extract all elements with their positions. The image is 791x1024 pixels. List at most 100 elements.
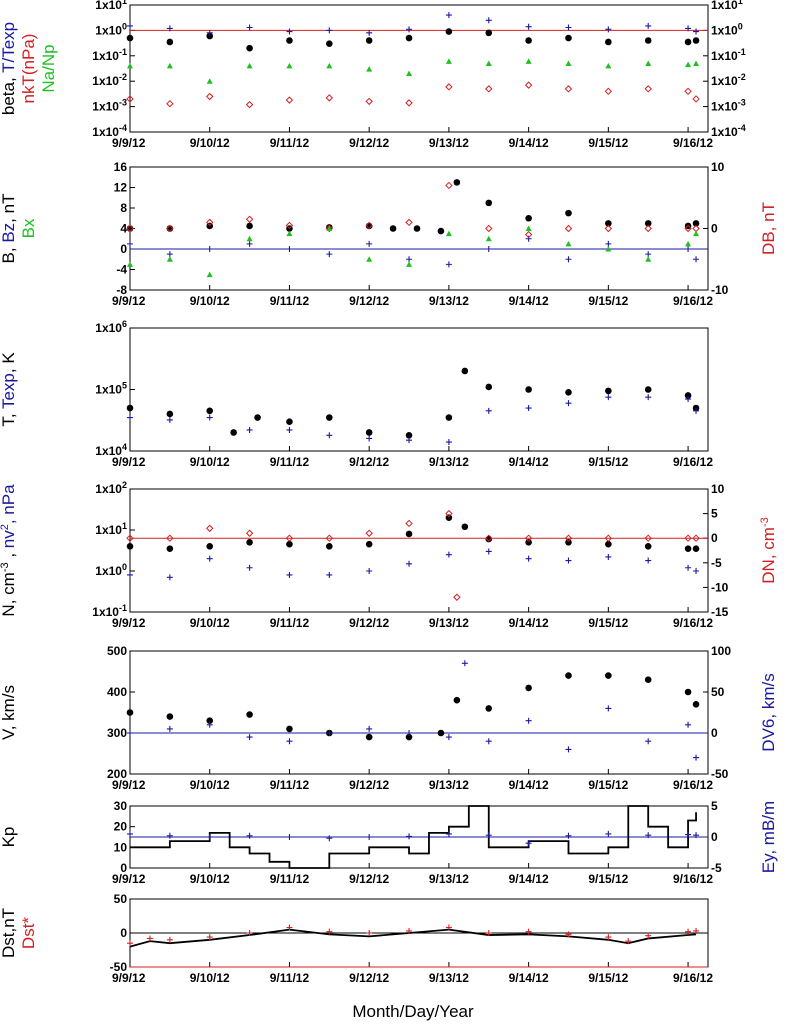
data-point [389,225,397,232]
series-dv6 [127,660,700,761]
data-point [604,87,613,96]
data-point [645,251,652,258]
data-point [445,924,452,931]
data-point [246,539,253,546]
panel-B-ytick-right-label: -10 [711,283,729,297]
panel-N-ylabel-right: DN, cm-3 [759,517,778,583]
panel-N-ylabel-left: N, cm-3 , nv2, nPa [0,484,18,617]
data-point [366,568,373,574]
data-point [445,230,452,237]
series-na-np [127,58,700,84]
data-point [445,12,452,19]
data-point [645,738,652,745]
data-point [246,240,253,247]
data-point [692,95,700,103]
data-point [127,730,133,736]
panel-beta-xtick-label: 9/16/12 [673,136,713,150]
data-point [485,534,493,542]
data-point [564,224,573,233]
data-point [485,705,493,712]
panel-B-ytick-left-label: 12 [114,181,128,195]
data-point [645,22,652,29]
data-point [485,17,492,24]
data-point [485,832,492,839]
data-point [326,543,333,550]
panel-N-ytick-right-label: -5 [711,556,722,570]
panel-B-xtick-label: 9/9/12 [112,294,146,308]
panel-Dst-xtick-label: 9/10/12 [190,971,230,985]
data-point [366,834,373,840]
data-point [525,235,532,242]
data-point [565,557,572,564]
panel-B-xtick-label: 9/11/12 [270,294,310,308]
data-point [406,70,413,77]
data-point [693,407,700,414]
data-point [485,738,492,745]
data-point [406,560,413,567]
data-point [525,214,532,222]
data-point [644,224,652,233]
panel-beta-xtick-label: 9/12/12 [349,136,389,150]
panel-Kp-xtick-label: 9/13/12 [429,872,469,886]
data-point [445,514,453,521]
data-point [565,256,572,263]
data-point [206,407,214,415]
data-point [326,27,333,34]
data-point [625,938,632,945]
data-point [525,539,532,546]
data-point [565,209,572,217]
panel-Kp-xtick-label: 9/12/12 [349,872,389,886]
data-point [525,928,532,935]
data-point [525,840,532,847]
data-point [644,386,652,393]
panel-beta-ytick-left-label: 1x100 [95,21,127,37]
data-point [461,523,469,531]
panel-Kp-ytick-right-label: -5 [711,861,722,875]
data-point [286,571,293,578]
data-point [693,28,700,35]
panel-beta-ylabel-left: beta, T/Texp [0,22,18,115]
data-point [525,386,532,393]
data-point [285,534,294,542]
data-point [693,832,700,839]
data-point [445,830,452,837]
data-point [693,256,700,263]
data-point [445,439,452,446]
data-point [365,733,373,741]
panel-T-ytick-left-label: 1x105 [95,381,127,397]
data-point [285,221,294,230]
data-point [126,543,134,550]
data-point [692,545,700,552]
panel-Kp-xtick-label: 9/10/12 [190,872,230,886]
data-point [524,81,533,89]
panel-V-xtick-label: 9/15/12 [588,778,628,792]
data-point [445,551,452,558]
data-point [325,94,334,102]
data-point [525,717,532,724]
data-point [166,713,174,720]
panel-beta-ytick-left-label: 1x101 [95,0,127,12]
data-point [246,62,253,69]
data-point [485,85,493,93]
panel-beta-ytick-left-label: 1x10-3 [92,98,127,114]
data-point [605,387,612,395]
data-point [485,199,493,207]
data-point [126,404,134,412]
data-point [366,930,373,936]
panel-beta-ylabel-left3: Na/Np [39,44,58,92]
data-point [166,251,173,258]
panel-N-ytick-left-label: 1x101 [95,521,127,537]
data-point [127,940,133,947]
data-point [445,28,453,35]
data-point [206,934,213,941]
data-point [166,25,173,32]
data-point [685,240,692,247]
data-point [246,734,253,741]
data-point [286,834,293,840]
chart-panels: 1x1011x1001x10-11x10-21x10-31x10-41x1011… [0,0,778,985]
data-point [166,410,174,418]
panel-N-ytick-left-label: 1x10-1 [92,603,127,619]
panel-B-ytick-right-label: 0 [711,222,718,236]
panel-Kp-xtick-label: 9/16/12 [673,872,713,886]
